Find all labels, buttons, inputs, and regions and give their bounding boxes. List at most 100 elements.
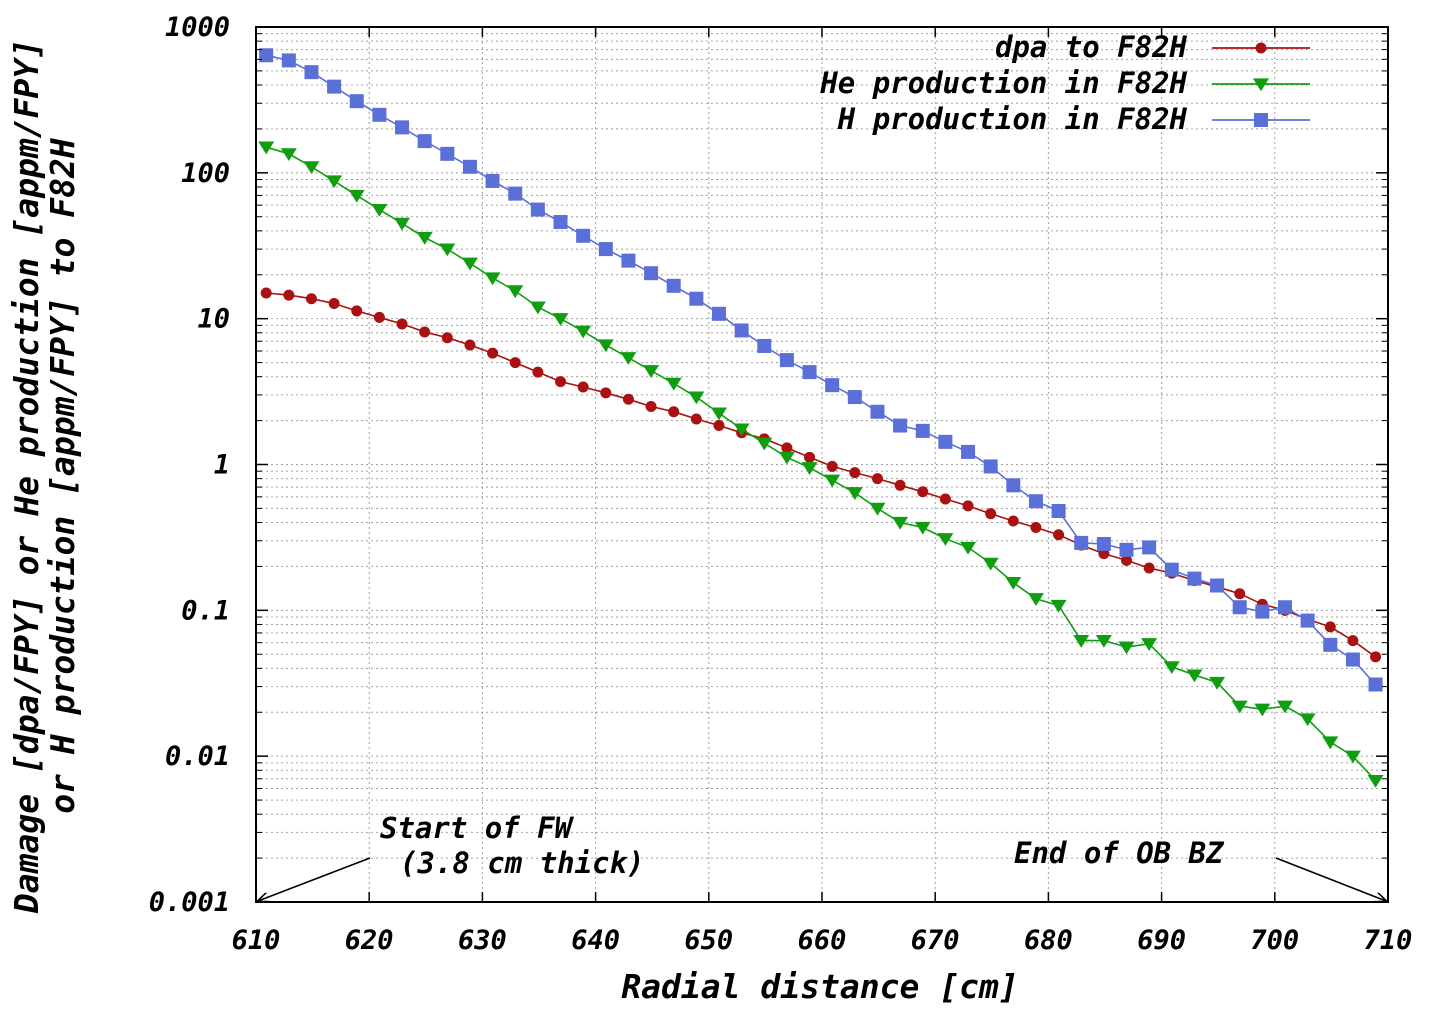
data-point — [666, 278, 681, 293]
data-point — [371, 203, 388, 217]
data-point — [1300, 613, 1315, 628]
data-point — [1030, 521, 1042, 533]
legend-marker — [1255, 42, 1267, 54]
data-point — [1322, 736, 1339, 750]
data-point — [915, 423, 930, 438]
annotation-start-fw-line-1: Start of FW — [380, 811, 575, 845]
x-tick-label: 640 — [571, 925, 620, 956]
data-point — [645, 400, 657, 412]
data-point — [847, 390, 862, 405]
data-point — [417, 134, 432, 149]
y-axis-title-line-2: or H production [appm/FPY] to F82H — [43, 138, 82, 814]
series-line — [265, 146, 1377, 782]
data-point — [1027, 593, 1044, 606]
data-point — [1323, 637, 1338, 652]
data-point — [283, 289, 295, 301]
data-point — [733, 423, 750, 437]
data-point — [1344, 750, 1361, 764]
x-tick-label: 700 — [1250, 925, 1299, 956]
series-line — [266, 292, 1376, 658]
y-tick-label: 0.01 — [165, 741, 230, 772]
data-point — [258, 141, 275, 155]
data-point — [1209, 676, 1226, 690]
data-point — [1096, 537, 1111, 552]
x-axis-title: Radial distance [cm] — [621, 967, 1018, 1006]
data-point — [939, 493, 951, 505]
data-point — [1277, 600, 1292, 615]
annotation-start-fw-line-2: (3.8 cm thick) — [400, 846, 644, 880]
data-point — [1276, 700, 1293, 714]
data-point — [1234, 588, 1246, 600]
data-point — [825, 378, 840, 393]
annotation-end-ob-bz-arrow — [1275, 857, 1386, 901]
data-point — [1051, 503, 1066, 518]
data-point — [552, 313, 569, 326]
data-point — [419, 326, 431, 338]
x-tick-label: 670 — [911, 925, 960, 956]
series-0 — [260, 287, 1382, 663]
data-point — [622, 393, 634, 405]
data-point — [710, 407, 727, 421]
data-point — [1187, 571, 1202, 586]
data-point — [643, 365, 660, 378]
y-tick-label: 10 — [197, 304, 230, 335]
data-point — [600, 387, 612, 399]
legend-marker — [1254, 113, 1268, 127]
data-point — [441, 332, 453, 344]
annotation-end-ob-bz: End of OB BZ — [1014, 836, 1225, 870]
data-point — [260, 287, 272, 299]
data-point — [869, 502, 886, 516]
series-layer — [258, 48, 1384, 788]
series-line — [266, 54, 1377, 686]
data-point — [440, 146, 455, 161]
data-point — [781, 442, 793, 454]
data-point — [711, 306, 726, 321]
y-tick-label: 0.1 — [181, 595, 230, 626]
data-point — [351, 305, 363, 317]
data-point — [597, 339, 614, 353]
data-point — [509, 357, 521, 369]
data-point — [1005, 576, 1022, 590]
data-point — [849, 467, 861, 479]
y-tick-label: 1000 — [165, 12, 230, 43]
data-point — [1050, 599, 1067, 613]
x-tick-label: 660 — [798, 925, 847, 956]
data-point — [757, 338, 772, 353]
data-point — [824, 474, 841, 488]
data-point — [1324, 621, 1336, 633]
data-point — [394, 217, 411, 231]
data-point — [1367, 774, 1384, 788]
data-point — [914, 521, 931, 535]
data-point — [326, 175, 343, 189]
data-point — [688, 391, 705, 405]
data-point — [982, 557, 999, 571]
y-tick-label: 1 — [214, 450, 230, 481]
data-point — [464, 339, 476, 351]
data-point — [303, 161, 320, 174]
data-point — [553, 215, 568, 230]
grid — [256, 27, 1388, 902]
data-point — [280, 148, 297, 162]
data-point — [937, 533, 954, 546]
data-point — [327, 79, 342, 94]
x-tick-label: 610 — [232, 925, 281, 956]
x-tick-label: 620 — [345, 925, 394, 956]
data-point — [507, 285, 524, 299]
data-point — [1095, 635, 1112, 648]
data-point — [1006, 478, 1021, 493]
data-point — [485, 173, 500, 188]
data-point — [892, 516, 909, 530]
data-point — [938, 434, 953, 449]
data-point — [1074, 535, 1089, 550]
data-point — [801, 462, 818, 475]
data-point — [894, 479, 906, 491]
data-point — [461, 257, 478, 271]
data-point — [871, 473, 883, 485]
legend-marker — [1253, 78, 1269, 92]
data-point — [665, 377, 682, 391]
data-point — [373, 311, 385, 323]
data-point — [802, 365, 817, 380]
data-point — [1186, 669, 1203, 683]
series-2 — [259, 48, 1383, 692]
